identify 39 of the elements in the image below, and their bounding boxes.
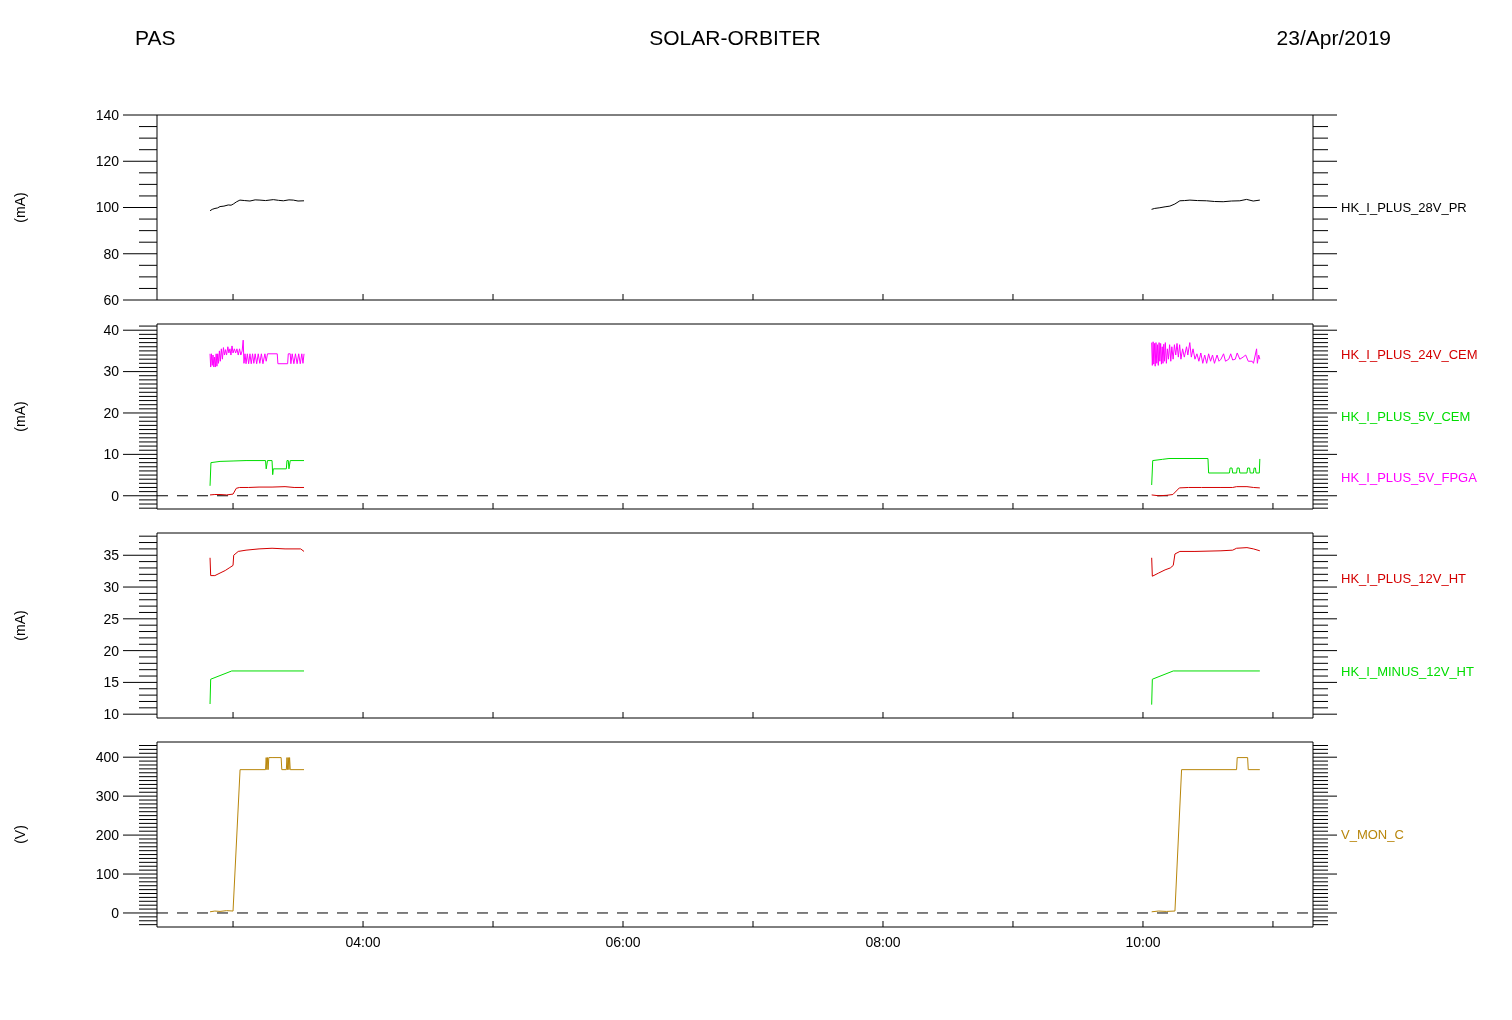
y-tick-label: 100 <box>95 865 120 882</box>
y-tick-label: 0 <box>111 487 120 504</box>
y-tick-label: 30 <box>103 578 120 595</box>
x-tick-label: 10:00 <box>1125 933 1161 950</box>
y-tick-label: 10 <box>103 446 120 463</box>
y-tick-label: 20 <box>103 642 120 659</box>
y-axis-title: (mA) <box>11 192 28 223</box>
chart-title: SOLAR-ORBITER <box>648 26 822 50</box>
y-tick-label: 15 <box>103 674 120 691</box>
y-tick-label: 120 <box>95 153 120 170</box>
y-axis-title: (V) <box>11 825 28 844</box>
y-tick-label: 0 <box>111 904 120 921</box>
text: 23/Apr/2019 <box>1275 26 1391 50</box>
y-tick-label: 25 <box>103 610 120 627</box>
y-tick-label: 20 <box>103 404 120 421</box>
y-axis-title: (mA) <box>11 401 28 432</box>
y-tick-label: 40 <box>103 322 120 339</box>
text: V_MON_C <box>1341 826 1404 843</box>
y-tick-label: 200 <box>95 826 120 843</box>
text: HK_I_MINUS_12V_HT <box>1341 663 1474 680</box>
text: HK_I_PLUS_12V_HT <box>1341 571 1467 588</box>
text: HK_I_PLUS_5V_FPGA <box>1341 470 1477 487</box>
y-tick-label: 35 <box>103 547 120 564</box>
y-tick-label: 300 <box>95 788 120 805</box>
text: PAS <box>135 26 177 50</box>
x-tick-label: 06:00 <box>605 933 641 950</box>
y-tick-label: 60 <box>103 291 120 308</box>
text: HK_I_PLUS_5V_CEM <box>1341 408 1471 425</box>
y-tick-label: 80 <box>103 245 120 262</box>
x-tick-label: 08:00 <box>865 933 901 950</box>
legend-label: HK_I_PLUS_28V_PR <box>1341 199 1467 216</box>
y-axis-title: (mA) <box>11 610 28 641</box>
y-tick-label: 30 <box>103 363 120 380</box>
y-tick-label: 400 <box>95 749 120 766</box>
y-tick-label: 10 <box>103 706 120 723</box>
text: HK_I_PLUS_24V_CEM <box>1341 346 1478 363</box>
x-tick-label: 04:00 <box>345 933 381 950</box>
y-tick-label: 100 <box>95 199 120 216</box>
y-tick-label: 140 <box>95 106 120 123</box>
